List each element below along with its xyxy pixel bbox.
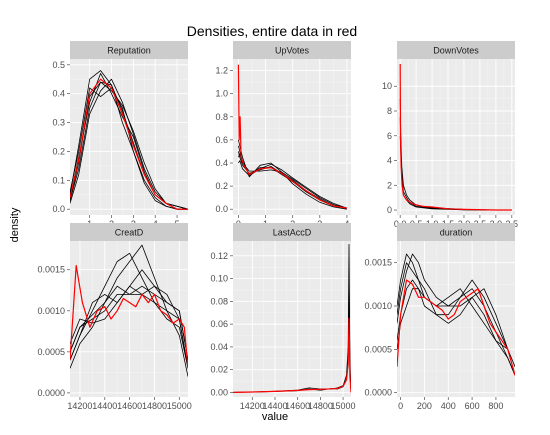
- facet-strip: [233, 223, 351, 241]
- density-line-sample: [70, 244, 188, 377]
- y-tick-label: 10: [382, 81, 392, 91]
- density-line-sample: [238, 139, 347, 210]
- y-tick-label: 0: [387, 205, 392, 215]
- x-tick-label: 0: [398, 401, 403, 411]
- x-tick-label: 14200: [67, 401, 92, 411]
- y-tick-label: 0.0005: [364, 344, 392, 354]
- facet-strip-label: Reputation: [107, 46, 151, 56]
- y-tick-label: 0.0015: [37, 265, 65, 275]
- y-tick-label: 0.2: [215, 181, 228, 191]
- density-line-entire: [399, 63, 512, 211]
- y-tick-label: 0.0: [52, 204, 65, 214]
- facet-strip-label: CreatD: [115, 228, 144, 238]
- facet-panel-background: [70, 241, 188, 397]
- density-line-entire: [397, 279, 515, 376]
- x-tick-label: 14800: [308, 401, 333, 411]
- y-tick-label: 2: [387, 180, 392, 190]
- y-tick-label: 8: [387, 106, 392, 116]
- facet-creatd: CreatD 14200 14400 14600 14800 15000 0.0000 0.0…: [37, 223, 192, 411]
- x-tick-label: 14600: [117, 401, 142, 411]
- x-tick-label: 15000: [331, 401, 356, 411]
- facet-strip: [70, 223, 188, 241]
- y-tick-label: 0.0000: [364, 388, 392, 398]
- facet-panel-background: [233, 241, 351, 397]
- density-lines: [397, 253, 515, 376]
- x-tick-label: 200: [417, 401, 432, 411]
- facet-strip: [233, 41, 351, 59]
- y-tick-label: 0.10: [210, 274, 228, 284]
- y-tick-label: 0.06: [210, 319, 228, 329]
- y-tick-label: 0.4: [215, 158, 228, 168]
- density-lines: [70, 70, 188, 210]
- y-tick-label: 4: [387, 156, 392, 166]
- facet-strip-label: DownVotes: [433, 46, 479, 56]
- x-axis-title: value: [262, 411, 288, 423]
- density-line-sample: [397, 288, 515, 376]
- facet-strip-label: UpVotes: [275, 46, 310, 56]
- y-tick-label: 0.12: [210, 251, 228, 261]
- y-tick-label: 0.5: [52, 60, 65, 70]
- y-axis-title: density: [9, 207, 21, 242]
- x-tick-label: 600: [465, 401, 480, 411]
- y-tick-label: 0.0005: [37, 347, 65, 357]
- facet-panels: Reputation123450.00.10.20.30.40.5UpVotes…: [37, 41, 518, 411]
- facet-reputation: Reputation123450.00.10.20.30.40.5: [52, 41, 188, 229]
- y-tick-label: 0.08: [210, 296, 228, 306]
- density-line-sample: [397, 279, 515, 376]
- y-tick-label: 0.2: [52, 146, 65, 156]
- y-tick-label: 1.2: [215, 66, 228, 76]
- y-tick-label: 0.6: [215, 135, 228, 145]
- facet-strip-label: duration: [440, 228, 473, 238]
- y-tick-label: 0.0015: [364, 258, 392, 268]
- x-tick-label: 14400: [262, 401, 287, 411]
- facet-upvotes: UpVotes012340.00.20.40.60.81.01.2: [215, 41, 351, 229]
- density-line-entire: [237, 64, 348, 209]
- x-tick-label: 800: [488, 401, 503, 411]
- x-tick-label: 14400: [92, 401, 117, 411]
- y-tick-label: 1.0: [215, 89, 228, 99]
- y-tick-label: 0.3: [52, 118, 65, 128]
- y-tick-label: 0.0010: [364, 301, 392, 311]
- density-line-sample: [397, 253, 515, 376]
- density-line-sample: [397, 262, 515, 367]
- y-tick-label: 0.8: [215, 112, 228, 122]
- x-tick-label: 14600: [285, 401, 310, 411]
- y-tick-label: 0.04: [210, 342, 228, 352]
- facet-strip: [70, 41, 188, 59]
- y-tick-label: 0.4: [52, 89, 65, 99]
- density-lines: [237, 64, 348, 210]
- density-line-entire: [233, 317, 351, 393]
- y-tick-label: 0.02: [210, 365, 228, 375]
- density-line-sample: [238, 160, 348, 209]
- y-tick-label: 0.0000: [37, 388, 65, 398]
- density-line-sample: [70, 285, 188, 369]
- facet-panel-background: [233, 59, 351, 215]
- density-lines: [70, 244, 188, 377]
- facet-duration: duration 0 200 400 600 800 0.0000 0.0005 0.0010 0…: [364, 223, 515, 411]
- density-lines: [233, 243, 351, 393]
- facet-strip: [397, 41, 515, 59]
- y-tick-label: 0.0010: [37, 306, 65, 316]
- y-tick-label: 0.0: [215, 204, 228, 214]
- y-tick-label: 6: [387, 131, 392, 141]
- x-tick-label: 400: [441, 401, 456, 411]
- y-tick-label: 0.1: [52, 175, 65, 185]
- x-tick-label: 14800: [142, 401, 167, 411]
- x-tick-label: 15000: [167, 401, 192, 411]
- chart-title: Densities, entire data in red: [187, 23, 357, 39]
- density-line-sample: [70, 252, 188, 369]
- facet-strip-label: LastAccD: [273, 228, 312, 238]
- x-tick-label: 14200: [240, 401, 265, 411]
- facet-strip: [397, 223, 515, 241]
- density-line-entire: [70, 265, 188, 369]
- y-tick-label: 0.00: [210, 387, 228, 397]
- density-lines: [399, 63, 512, 211]
- density-line-entire: [70, 78, 188, 210]
